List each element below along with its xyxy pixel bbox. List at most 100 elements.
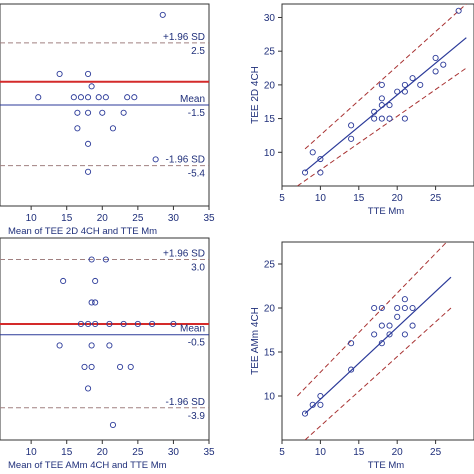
data-point	[394, 313, 401, 320]
data-point	[88, 256, 95, 263]
mean-value: -0.5	[188, 338, 206, 349]
plot-frame	[281, 241, 474, 441]
data-point	[317, 155, 324, 163]
data-point	[92, 277, 99, 285]
data-point	[109, 421, 117, 429]
upper-loa-value: 3.0	[191, 262, 205, 273]
data-point	[378, 322, 385, 329]
data-point	[106, 342, 113, 349]
data-point	[309, 401, 316, 408]
ci-lower-line	[297, 67, 467, 186]
data-point	[85, 140, 92, 147]
data-point	[60, 277, 67, 285]
data-point	[301, 169, 309, 176]
plot-area	[0, 256, 209, 429]
data-point	[401, 81, 408, 88]
data-point	[127, 363, 134, 370]
data-point	[120, 320, 127, 328]
data-point	[88, 363, 95, 370]
x-tick-label: 20	[392, 193, 404, 204]
regression-line	[304, 37, 467, 172]
data-point	[81, 363, 88, 370]
ci-lower-line	[304, 307, 452, 440]
lower-loa-value: -5.4	[188, 169, 206, 180]
data-point	[309, 149, 316, 156]
data-point	[401, 88, 408, 95]
data-point	[134, 320, 141, 328]
x-axis-label: TTE Mm	[368, 206, 404, 217]
data-point	[77, 320, 84, 328]
data-point	[102, 94, 109, 101]
plot-frame	[281, 3, 474, 187]
x-tick-label: 10	[315, 193, 327, 204]
data-point	[394, 88, 401, 95]
x-tick-label: 25	[132, 213, 144, 224]
y-tick-label: 20	[264, 304, 276, 315]
x-tick-label: 10	[26, 213, 38, 224]
data-point	[124, 94, 131, 101]
data-point	[159, 11, 166, 18]
data-point	[102, 256, 109, 263]
data-point	[378, 115, 385, 122]
x-tick-label: 25	[430, 447, 442, 458]
data-point	[386, 102, 393, 109]
data-point	[401, 304, 408, 312]
data-point	[120, 109, 127, 116]
data-point	[77, 94, 84, 101]
chart-panel-ba1: 5101520253035Mean of TEE 2D 4CH and TTE …	[0, 3, 215, 237]
data-point	[432, 54, 439, 61]
x-tick-label: 20	[97, 447, 109, 458]
data-point	[348, 122, 355, 129]
data-point	[70, 94, 77, 101]
data-point	[348, 340, 355, 347]
lower-loa-label: -1.96 SD	[166, 155, 205, 166]
data-point	[371, 304, 378, 312]
x-tick-label: 5	[279, 447, 285, 458]
data-point	[88, 83, 95, 90]
data-point	[170, 320, 177, 328]
data-point	[378, 81, 385, 88]
data-point	[109, 125, 117, 132]
x-tick-label: 25	[132, 447, 144, 458]
data-point	[149, 320, 156, 328]
data-point	[348, 135, 355, 142]
x-tick-label: 10	[26, 447, 38, 458]
data-point	[85, 70, 92, 77]
data-point	[440, 61, 447, 68]
data-point	[117, 363, 124, 370]
plot-area	[297, 4, 467, 186]
data-point	[317, 401, 324, 408]
chart-panel-sc1: 5 10 15 20 25 10 15 20 25 30 TTE Mm TEE 2D 4CH	[250, 3, 474, 217]
x-tick-label: 5	[279, 193, 285, 204]
chart-panel-sc2: 5 10 15 20 25 10 15 20 25 TTE Mm TEE AMm 4CH	[250, 241, 474, 471]
x-tick-label: 30	[168, 447, 180, 458]
chart-panel-ba2: 5101520253035Mean of TEE AMm 4CH and TTE…	[0, 237, 215, 471]
plot-area	[0, 11, 209, 175]
x-tick-label: 15	[61, 447, 73, 458]
data-point	[106, 320, 113, 328]
data-point	[455, 7, 462, 14]
data-point	[88, 342, 95, 349]
data-point	[432, 68, 439, 75]
x-tick-label: 25	[430, 193, 442, 204]
x-tick-label: 30	[168, 213, 180, 224]
x-axis-label: Mean of TEE 2D 4CH and TTE Mm	[8, 226, 157, 237]
y-tick-label: 20	[264, 80, 276, 91]
data-point	[371, 115, 378, 122]
data-point	[88, 299, 95, 306]
data-point	[378, 340, 385, 347]
x-tick-label: 35	[203, 447, 215, 458]
data-point	[409, 304, 416, 312]
upper-loa-label: +1.96 SD	[163, 32, 205, 43]
data-point	[371, 331, 378, 338]
ci-upper-line	[297, 242, 448, 397]
data-point	[378, 304, 385, 312]
upper-loa-label: +1.96 SD	[163, 248, 205, 259]
upper-loa-value: 2.5	[191, 46, 205, 57]
data-point	[401, 115, 408, 122]
data-point	[386, 322, 393, 329]
data-point	[74, 125, 81, 132]
y-tick-label: 25	[264, 47, 276, 58]
x-tick-label: 15	[353, 447, 365, 458]
